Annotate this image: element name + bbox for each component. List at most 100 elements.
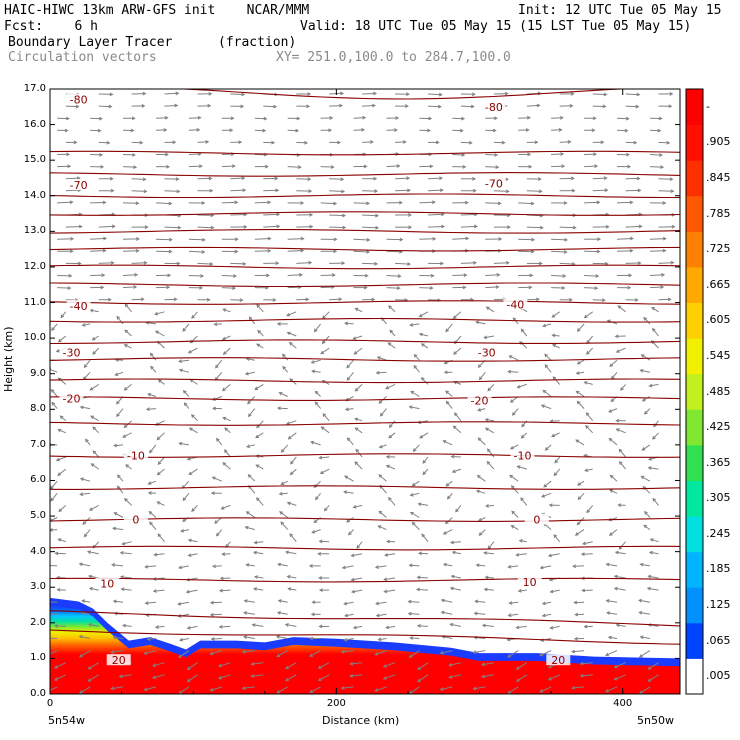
wind-vector — [410, 390, 420, 397]
wind-vector — [519, 540, 527, 543]
wind-vector — [183, 390, 190, 397]
wind-vector — [408, 613, 420, 615]
wind-vector-head — [208, 91, 213, 96]
wind-vector — [577, 517, 585, 525]
wind-vector — [648, 467, 659, 470]
wind-vector — [643, 524, 651, 531]
wind-vector-head — [246, 444, 251, 448]
wind-vector — [554, 456, 561, 464]
wind-vector-head — [633, 140, 638, 145]
wind-vector-head — [300, 201, 305, 205]
wind-vector — [157, 468, 165, 475]
wind-vector — [197, 226, 214, 229]
wind-vector — [553, 534, 561, 543]
wind-vector — [188, 347, 198, 354]
wind-vector — [114, 444, 124, 447]
colorbar-label: .845 — [706, 170, 731, 184]
wind-vector-head — [609, 363, 614, 368]
wind-vector — [417, 588, 429, 591]
wind-vector-head — [318, 455, 323, 460]
wind-vector — [512, 408, 519, 416]
wind-vector — [608, 438, 618, 446]
wind-vector — [98, 225, 115, 228]
wind-vector — [351, 553, 363, 557]
wind-vector — [639, 686, 651, 694]
wind-vector-head — [641, 397, 646, 402]
wind-vector — [641, 354, 651, 361]
wind-vector — [378, 474, 387, 482]
colorbar-cell — [686, 266, 703, 303]
wind-vector-head — [549, 589, 554, 594]
wind-vector — [649, 238, 666, 240]
wind-vector — [652, 498, 659, 506]
wind-vector-head — [79, 477, 84, 482]
wind-vector-head — [102, 248, 107, 253]
contour-label-bg — [66, 93, 91, 105]
wind-vector — [507, 650, 519, 658]
wind-vector-head — [284, 623, 289, 627]
wind-vector — [419, 333, 429, 337]
wind-vector-head — [378, 444, 383, 449]
wind-vector — [644, 408, 651, 415]
wind-vector-head — [142, 91, 147, 96]
wind-vector-head — [214, 520, 218, 524]
wind-vector-head — [187, 538, 192, 543]
wind-vector-head — [638, 690, 643, 694]
wind-vector-head — [69, 249, 74, 254]
wind-vector — [376, 371, 387, 374]
forecast-hour: Fcst: 6 h — [4, 19, 98, 34]
wind-vector — [550, 589, 560, 593]
wind-vector — [309, 650, 321, 657]
wind-vector-head — [361, 128, 366, 132]
wind-vector-head — [276, 212, 281, 217]
wind-vector-head — [309, 689, 313, 693]
wind-vector-head — [110, 188, 115, 193]
wind-vector-head — [188, 471, 193, 476]
wind-vector — [282, 353, 289, 361]
wind-vector — [157, 501, 165, 506]
wind-vector-head — [187, 553, 192, 557]
field-name: Boundary Layer Tracer — [8, 35, 173, 50]
contour-label: -40 — [70, 300, 88, 313]
wind-vector — [541, 492, 552, 498]
wind-vector-head — [445, 483, 450, 487]
wind-vector — [285, 674, 297, 682]
wind-vector — [649, 166, 664, 168]
wind-vector — [51, 402, 58, 409]
wind-vector-head — [247, 400, 251, 405]
wind-vector — [124, 303, 132, 313]
wind-vector-head — [475, 563, 480, 568]
wind-vector — [353, 625, 363, 629]
wind-vector — [452, 551, 462, 555]
wind-vector — [54, 662, 67, 669]
wind-vector-head — [242, 635, 247, 640]
wind-vector — [322, 311, 330, 319]
wind-vector — [150, 366, 157, 373]
wind-vector — [616, 201, 633, 204]
wind-vector — [145, 322, 157, 325]
wind-vector — [216, 438, 223, 446]
wind-vector-head — [183, 402, 188, 406]
wind-vector — [625, 225, 642, 228]
wind-vector — [122, 541, 132, 545]
wind-vector — [362, 262, 378, 265]
wind-vector — [511, 510, 519, 518]
wind-vector — [58, 505, 67, 512]
wind-vector — [222, 462, 231, 470]
wind-vector-head — [379, 412, 384, 417]
wind-vector — [650, 538, 659, 543]
wind-vector — [526, 104, 540, 107]
wind-vector-head — [248, 316, 253, 321]
wind-vector-head — [452, 315, 457, 320]
wind-vector-head — [422, 471, 427, 476]
wind-vector-head — [649, 538, 654, 542]
wind-vector-head — [78, 562, 83, 567]
wind-vector-head — [634, 298, 639, 302]
colorbar-cell — [686, 195, 703, 232]
wind-vector — [417, 662, 429, 670]
wind-vector-head — [428, 116, 433, 121]
wind-vector-head — [346, 376, 351, 381]
wind-vector-head — [243, 611, 248, 615]
wind-vector — [310, 441, 321, 446]
x-tick-label: 200 — [326, 698, 346, 709]
